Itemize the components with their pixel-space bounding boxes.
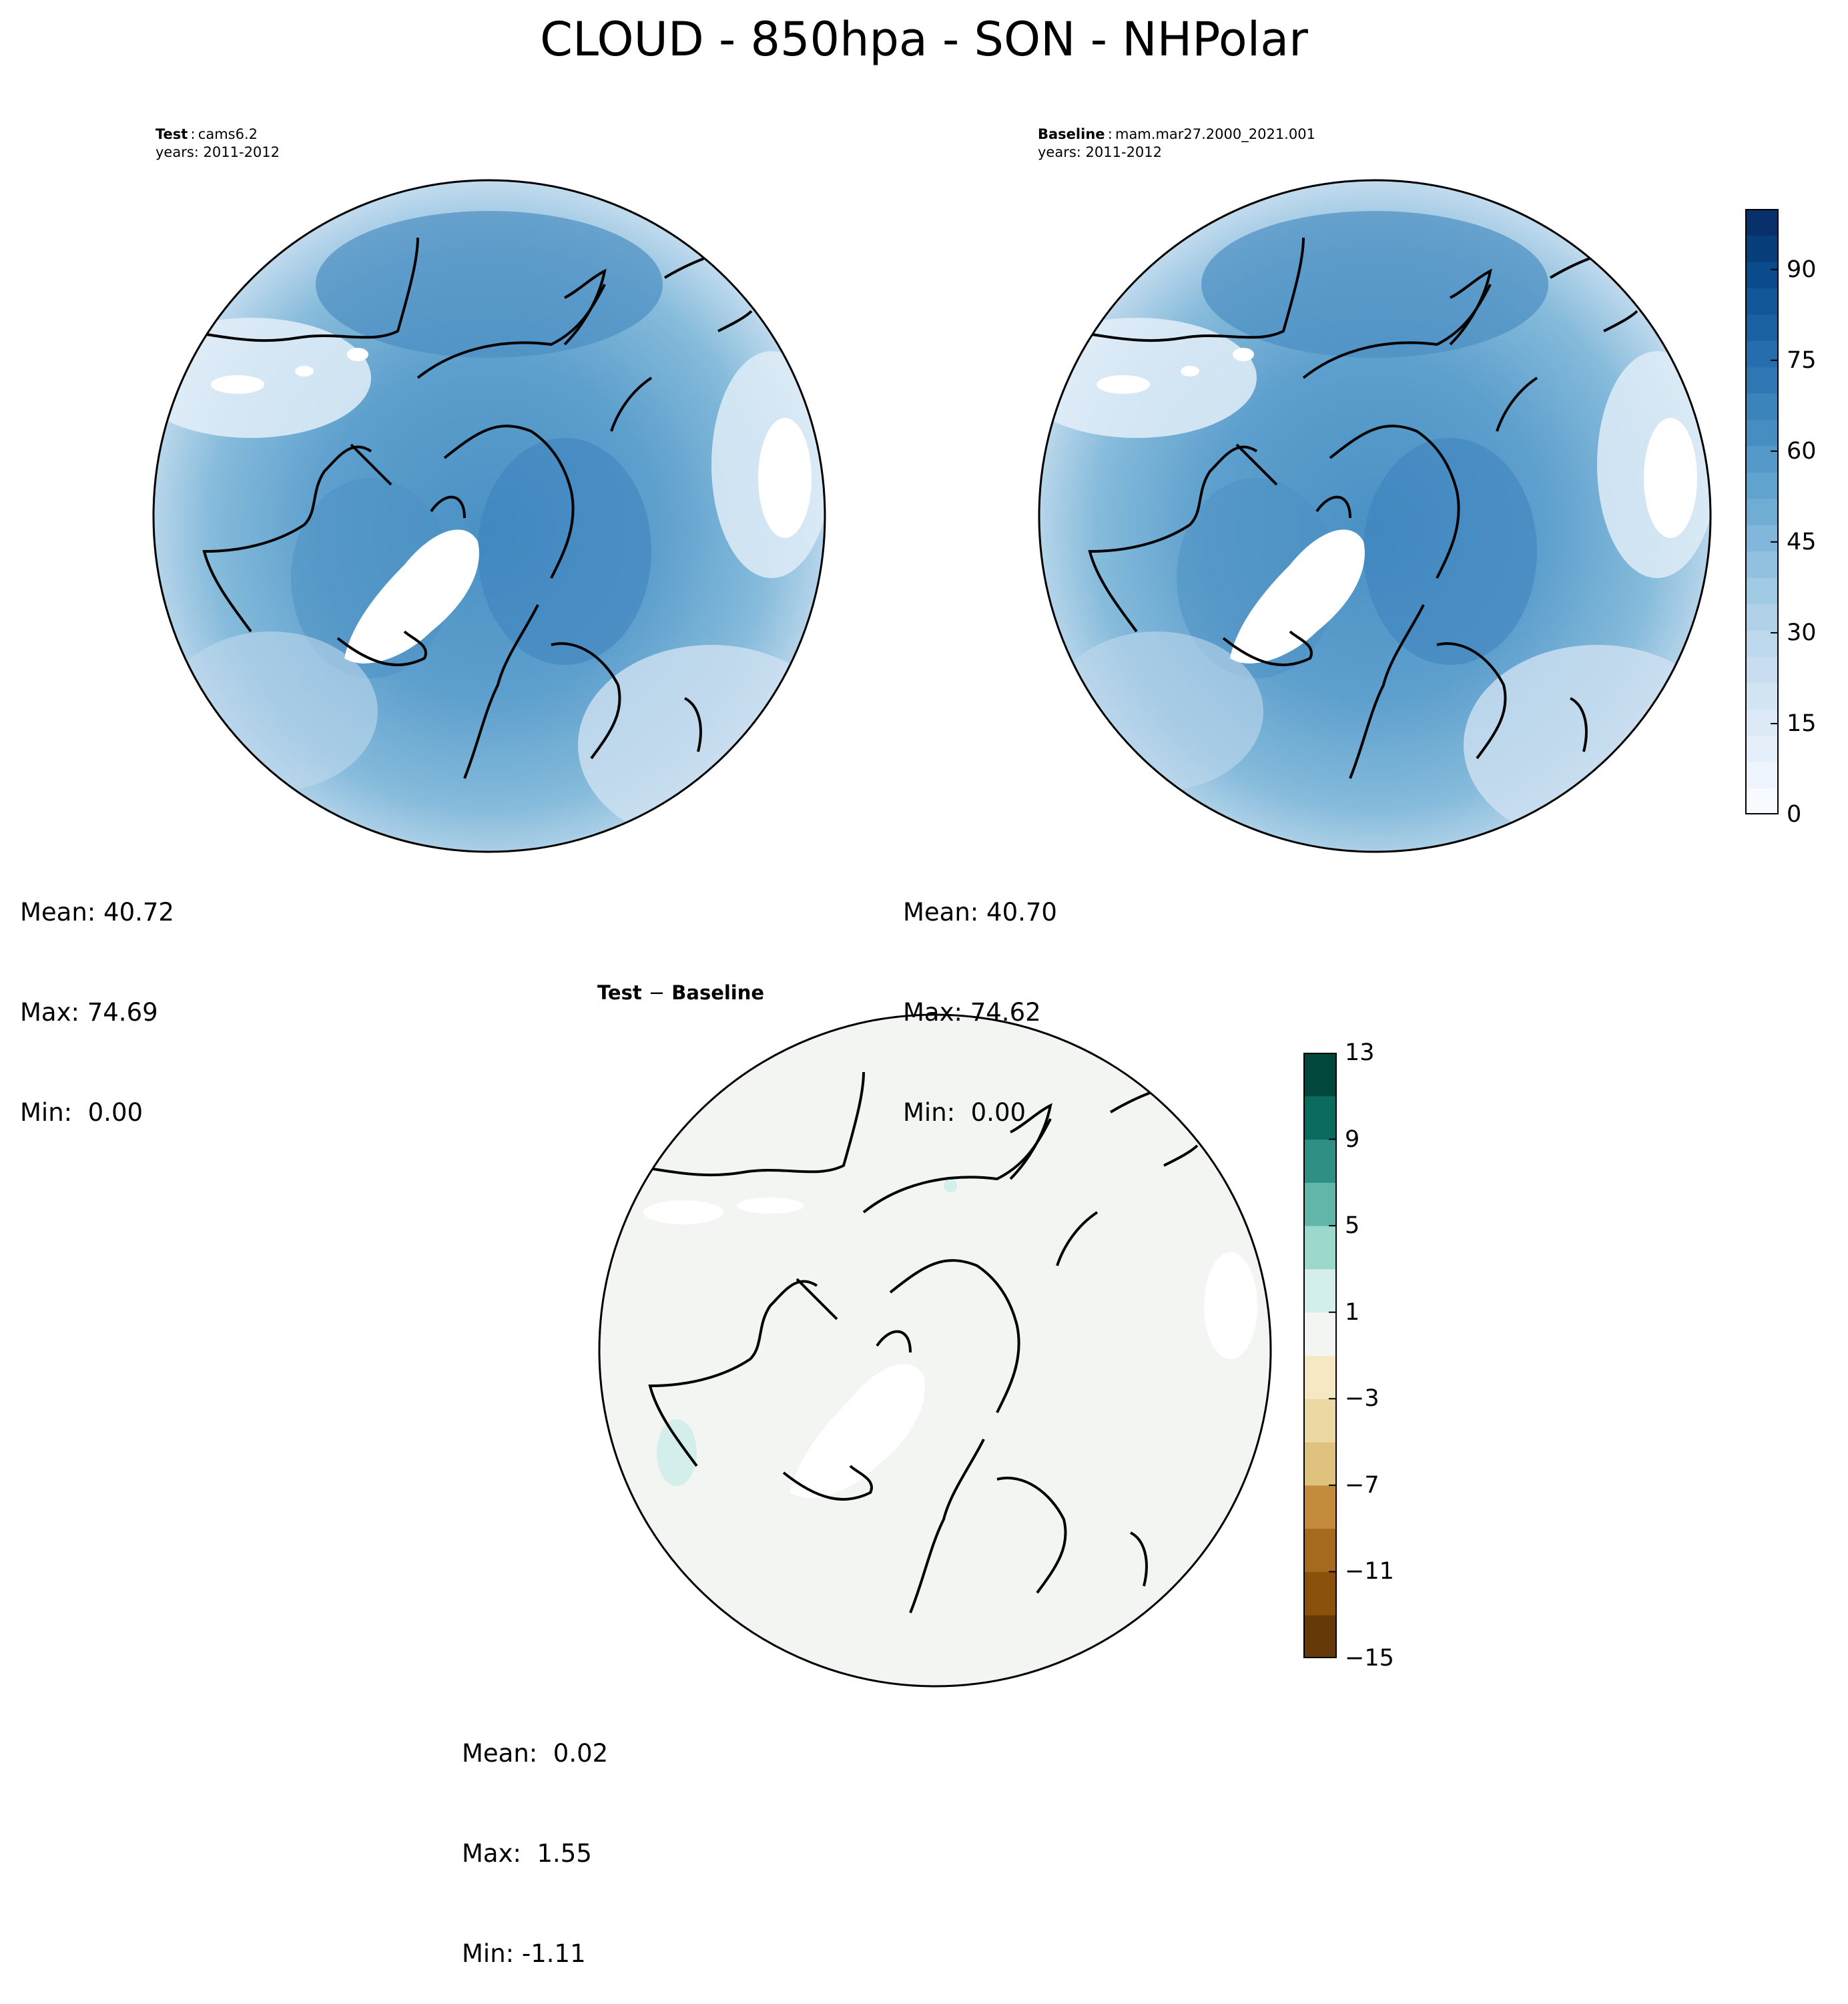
diff-title-baseline: Baseline bbox=[671, 981, 765, 1004]
main-colorbar-swatch bbox=[1745, 209, 1779, 236]
main-colorbar-border bbox=[1745, 209, 1779, 814]
diff-colorbar-swatch bbox=[1303, 1485, 1337, 1529]
diff-max: Max: 1.55 bbox=[462, 1839, 592, 1868]
diff-colorbar-tick-label: 1 bbox=[1345, 1298, 1360, 1326]
main-colorbar-tick-label: 90 bbox=[1787, 256, 1817, 283]
diff-colorbar-tick-label: −3 bbox=[1345, 1385, 1379, 1413]
test-label: Test bbox=[156, 126, 188, 142]
difference-map bbox=[598, 1013, 1272, 1688]
main-colorbar-swatch bbox=[1745, 261, 1779, 288]
main-colorbar-swatch bbox=[1745, 762, 1779, 789]
baseline-min: Min: 0.00 bbox=[903, 1098, 1026, 1127]
diff-colorbar-swatch bbox=[1303, 1268, 1337, 1313]
diff-title-test: Test bbox=[597, 981, 642, 1004]
main-colorbar-swatch bbox=[1745, 577, 1779, 605]
test-map bbox=[152, 179, 826, 853]
diff-mean: Mean: 0.02 bbox=[462, 1739, 609, 1768]
baseline-mean: Mean: 40.70 bbox=[903, 898, 1057, 927]
test-min: Min: 0.00 bbox=[20, 1098, 143, 1127]
main-colorbar-tick-label: 45 bbox=[1787, 528, 1817, 555]
main-colorbar-swatch bbox=[1745, 603, 1779, 631]
baseline-max: Max: 74.62 bbox=[903, 998, 1041, 1027]
diff-colorbar-swatch bbox=[1303, 1528, 1337, 1572]
diff-colorbar-swatch bbox=[1303, 1312, 1337, 1356]
main-colorbar-tick-label: 30 bbox=[1787, 619, 1817, 646]
test-case-name: cams6.2 bbox=[198, 126, 258, 142]
diff-panel-title: Test − Baseline bbox=[597, 981, 764, 1004]
baseline-label: Baseline bbox=[1038, 126, 1105, 142]
diff-colorbar-tick-label: −11 bbox=[1345, 1558, 1394, 1585]
main-colorbar-swatch bbox=[1745, 525, 1779, 552]
main-colorbar-swatch bbox=[1745, 709, 1779, 736]
main-colorbar-tick-label: 75 bbox=[1787, 346, 1817, 374]
main-colorbar-tick-label: 15 bbox=[1787, 710, 1817, 737]
diff-colorbar-tick-label: 9 bbox=[1345, 1125, 1360, 1153]
main-colorbar-swatch bbox=[1745, 735, 1779, 762]
main-colorbar-swatch bbox=[1745, 419, 1779, 447]
diff-colorbar-tick-label: 13 bbox=[1345, 1039, 1375, 1066]
diff-colorbar-swatch bbox=[1303, 1095, 1337, 1140]
baseline-stats: Mean: 40.70 Max: 74.62 Min: 0.00 bbox=[903, 829, 1057, 1163]
baseline-years: years: 2011-2012 bbox=[1038, 144, 1163, 160]
main-colorbar-swatch bbox=[1745, 288, 1779, 315]
main-colorbar-swatch bbox=[1745, 340, 1779, 368]
main-colorbar-swatches bbox=[1745, 209, 1779, 814]
main-colorbar-tick-label: 0 bbox=[1787, 801, 1802, 828]
diff-min: Min: -1.11 bbox=[462, 1939, 586, 1968]
diff-title-minus: − bbox=[648, 981, 665, 1004]
baseline-case-info: Baseline : mam.mar27.2000_2021.001 years… bbox=[1038, 126, 1315, 160]
main-colorbar-swatch bbox=[1745, 551, 1779, 578]
main-colorbar-swatch bbox=[1745, 630, 1779, 657]
main-colorbar-swatch bbox=[1745, 314, 1779, 341]
test-years: years: 2011-2012 bbox=[156, 144, 280, 160]
main-colorbar-swatch bbox=[1745, 366, 1779, 394]
test-mean: Mean: 40.72 bbox=[20, 898, 174, 927]
main-colorbar-swatch bbox=[1745, 445, 1779, 473]
diff-colorbar-tick-label: −7 bbox=[1345, 1471, 1379, 1499]
diff-colorbar-swatch bbox=[1303, 1571, 1337, 1615]
diff-colorbar-swatch bbox=[1303, 1615, 1337, 1658]
diff-colorbar-swatch bbox=[1303, 1442, 1337, 1486]
diff-colorbar-tick-label: 5 bbox=[1345, 1212, 1360, 1240]
figure-title: CLOUD - 850hpa - SON - NHPolar bbox=[540, 12, 1308, 67]
test-max: Max: 74.69 bbox=[20, 998, 158, 1027]
main-colorbar-tick-label: 60 bbox=[1787, 437, 1817, 465]
main-colorbar-swatch bbox=[1745, 393, 1779, 420]
main-colorbar-swatch bbox=[1745, 682, 1779, 710]
main-colorbar-swatch bbox=[1745, 788, 1779, 814]
diff-colorbar-tick-label: −15 bbox=[1345, 1645, 1394, 1672]
diff-colorbar-swatch bbox=[1303, 1399, 1337, 1443]
diff-colorbar-swatches bbox=[1303, 1053, 1337, 1658]
diff-colorbar-border bbox=[1303, 1053, 1337, 1658]
diff-colorbar-swatch bbox=[1303, 1139, 1337, 1183]
test-stats: Mean: 40.72 Max: 74.69 Min: 0.00 bbox=[20, 829, 174, 1163]
diff-colorbar-swatch bbox=[1303, 1053, 1337, 1097]
main-colorbar-swatch bbox=[1745, 472, 1779, 499]
main-colorbar-swatch bbox=[1745, 235, 1779, 262]
diff-colorbar-swatch bbox=[1303, 1182, 1337, 1226]
main-colorbar-swatch bbox=[1745, 656, 1779, 684]
test-case-info: Test : cams6.2 years: 2011-2012 bbox=[156, 126, 280, 160]
main-colorbar-swatch bbox=[1745, 498, 1779, 525]
baseline-map bbox=[1038, 179, 1712, 853]
baseline-case-name: mam.mar27.2000_2021.001 bbox=[1115, 126, 1315, 142]
diff-colorbar-swatch bbox=[1303, 1355, 1337, 1399]
diff-colorbar-swatch bbox=[1303, 1226, 1337, 1270]
main-colorbar: 0 15 30 45 60 75 90 bbox=[1745, 209, 1817, 828]
diff-colorbar: 13 9 5 1 −3 −7 −11 −15 bbox=[1303, 1039, 1394, 1672]
diff-stats: Mean: 0.02 Max: 1.55 Min: -1.11 bbox=[462, 1670, 608, 2004]
